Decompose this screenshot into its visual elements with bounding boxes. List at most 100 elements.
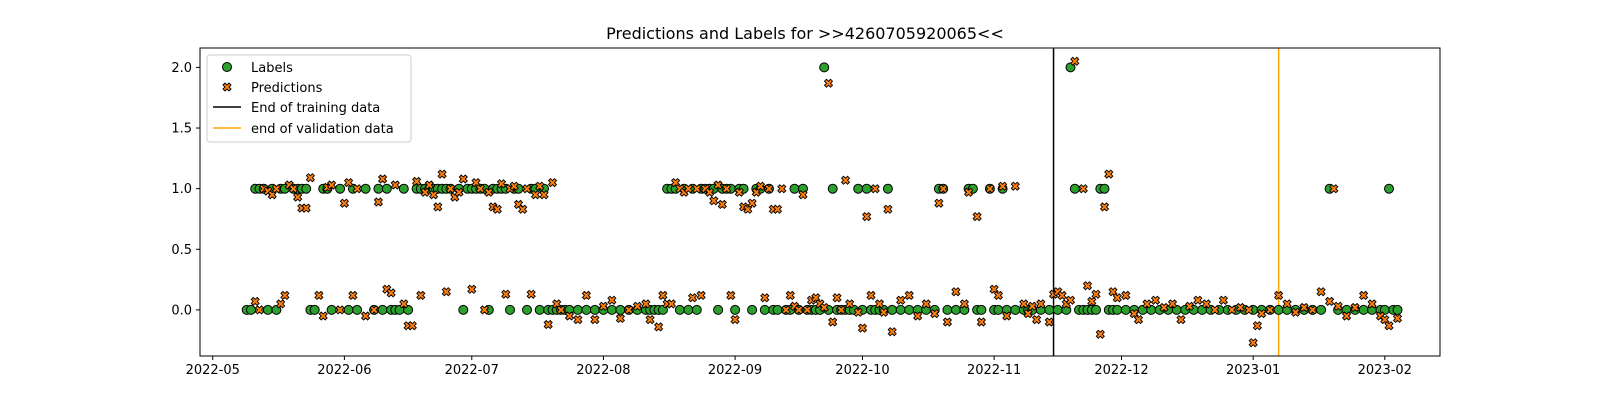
prediction-point <box>420 187 430 197</box>
prediction-point <box>1142 299 1152 309</box>
prediction-point <box>254 305 265 315</box>
label-point <box>1316 304 1327 315</box>
prediction-point <box>785 290 795 301</box>
prediction-point <box>1065 295 1076 305</box>
prediction-point <box>369 305 379 315</box>
y-tick-label: 0.0 <box>171 303 192 318</box>
prediction-point <box>1027 301 1037 311</box>
prediction-point <box>777 184 787 194</box>
y-tick-label: 1.5 <box>171 122 192 137</box>
prediction-point <box>615 313 626 324</box>
prediction-point <box>526 289 536 299</box>
prediction-point <box>653 322 664 332</box>
prediction-point <box>479 305 490 315</box>
prediction-point <box>437 169 447 179</box>
legend-box <box>206 54 412 143</box>
prediction-point <box>1244 305 1254 315</box>
prediction-point <box>921 299 931 309</box>
label-point <box>381 183 392 194</box>
prediction-point <box>832 293 842 303</box>
label-point <box>326 304 337 315</box>
prediction-point <box>1350 302 1360 313</box>
label-point <box>581 304 592 315</box>
prediction-point <box>573 314 583 325</box>
legend-label-validation-line: end of validation data <box>251 122 394 137</box>
prediction-point <box>836 305 846 315</box>
prediction-point <box>1010 181 1020 191</box>
prediction-point <box>913 311 923 321</box>
label-point <box>615 304 626 315</box>
prediction-point <box>343 177 354 188</box>
legend-label-predictions: Predictions <box>251 81 323 96</box>
label-point <box>1099 183 1110 194</box>
prediction-point <box>1023 308 1033 319</box>
prediction-point <box>641 299 651 309</box>
label-point <box>1069 183 1080 194</box>
y-tick-label: 0.5 <box>171 243 192 258</box>
label-point <box>606 304 617 315</box>
prediction-point <box>985 184 995 194</box>
label-point <box>335 183 346 194</box>
prediction-point <box>441 287 451 297</box>
y-tick-label: 1.0 <box>171 182 192 197</box>
label-point <box>1384 183 1394 194</box>
prediction-point <box>963 187 974 197</box>
vertical-lines <box>1052 48 1280 356</box>
prediction-point <box>314 290 324 301</box>
chart-title: Predictions and Labels for >>42607059200… <box>606 24 1004 43</box>
prediction-point <box>726 290 736 301</box>
label-point <box>747 304 758 315</box>
prediction-point <box>360 311 371 321</box>
prediction-point <box>798 190 808 200</box>
prediction-point <box>1082 281 1093 291</box>
prediction-point <box>938 184 948 194</box>
prediction-point <box>819 302 829 313</box>
x-tick-label: 2022-05 <box>186 363 240 378</box>
prediction-point <box>271 184 282 194</box>
prediction-point <box>1057 290 1067 301</box>
prediction-point <box>802 305 812 315</box>
prediction-point <box>721 184 732 194</box>
label-point <box>895 304 906 315</box>
prediction-point <box>942 317 953 327</box>
prediction-point <box>1333 301 1343 311</box>
label-point <box>246 304 256 315</box>
legend-marker-predictions <box>222 82 232 92</box>
prediction-point <box>399 299 409 309</box>
label-point <box>1052 304 1063 315</box>
legend-label-training-line: End of training data <box>251 101 380 116</box>
prediction-point <box>416 290 426 301</box>
label-point <box>887 304 898 315</box>
prediction-point <box>475 184 485 194</box>
prediction-point <box>1044 317 1054 327</box>
prediction-point <box>564 311 575 321</box>
prediction-point <box>1307 305 1318 315</box>
prediction-point <box>1316 287 1326 297</box>
prediction-point <box>883 204 893 214</box>
label-point <box>730 304 741 315</box>
prediction-point <box>1036 299 1046 309</box>
prediction-point <box>976 317 987 327</box>
prediction-point <box>301 203 311 213</box>
prediction-point <box>467 284 477 294</box>
label-point <box>352 304 363 315</box>
prediction-point <box>1112 293 1122 303</box>
prediction-point <box>896 295 906 305</box>
prediction-point <box>1104 169 1114 179</box>
prediction-point <box>556 305 566 315</box>
prediction-point <box>772 204 783 214</box>
legend-label-labels: Labels <box>251 61 293 76</box>
prediction-point <box>348 290 358 301</box>
prediction-point <box>509 181 519 191</box>
x-tick-label: 2022-08 <box>576 363 630 378</box>
prediction-point <box>1184 301 1195 311</box>
prediction-point <box>1150 295 1161 305</box>
prediction-point <box>1019 299 1029 309</box>
label-point <box>674 304 685 315</box>
prediction-point <box>1329 184 1339 194</box>
label-point <box>691 304 702 315</box>
label-point <box>950 304 961 315</box>
prediction-point <box>1121 290 1131 301</box>
prediction-point <box>607 295 617 305</box>
prediction-point <box>445 184 456 194</box>
